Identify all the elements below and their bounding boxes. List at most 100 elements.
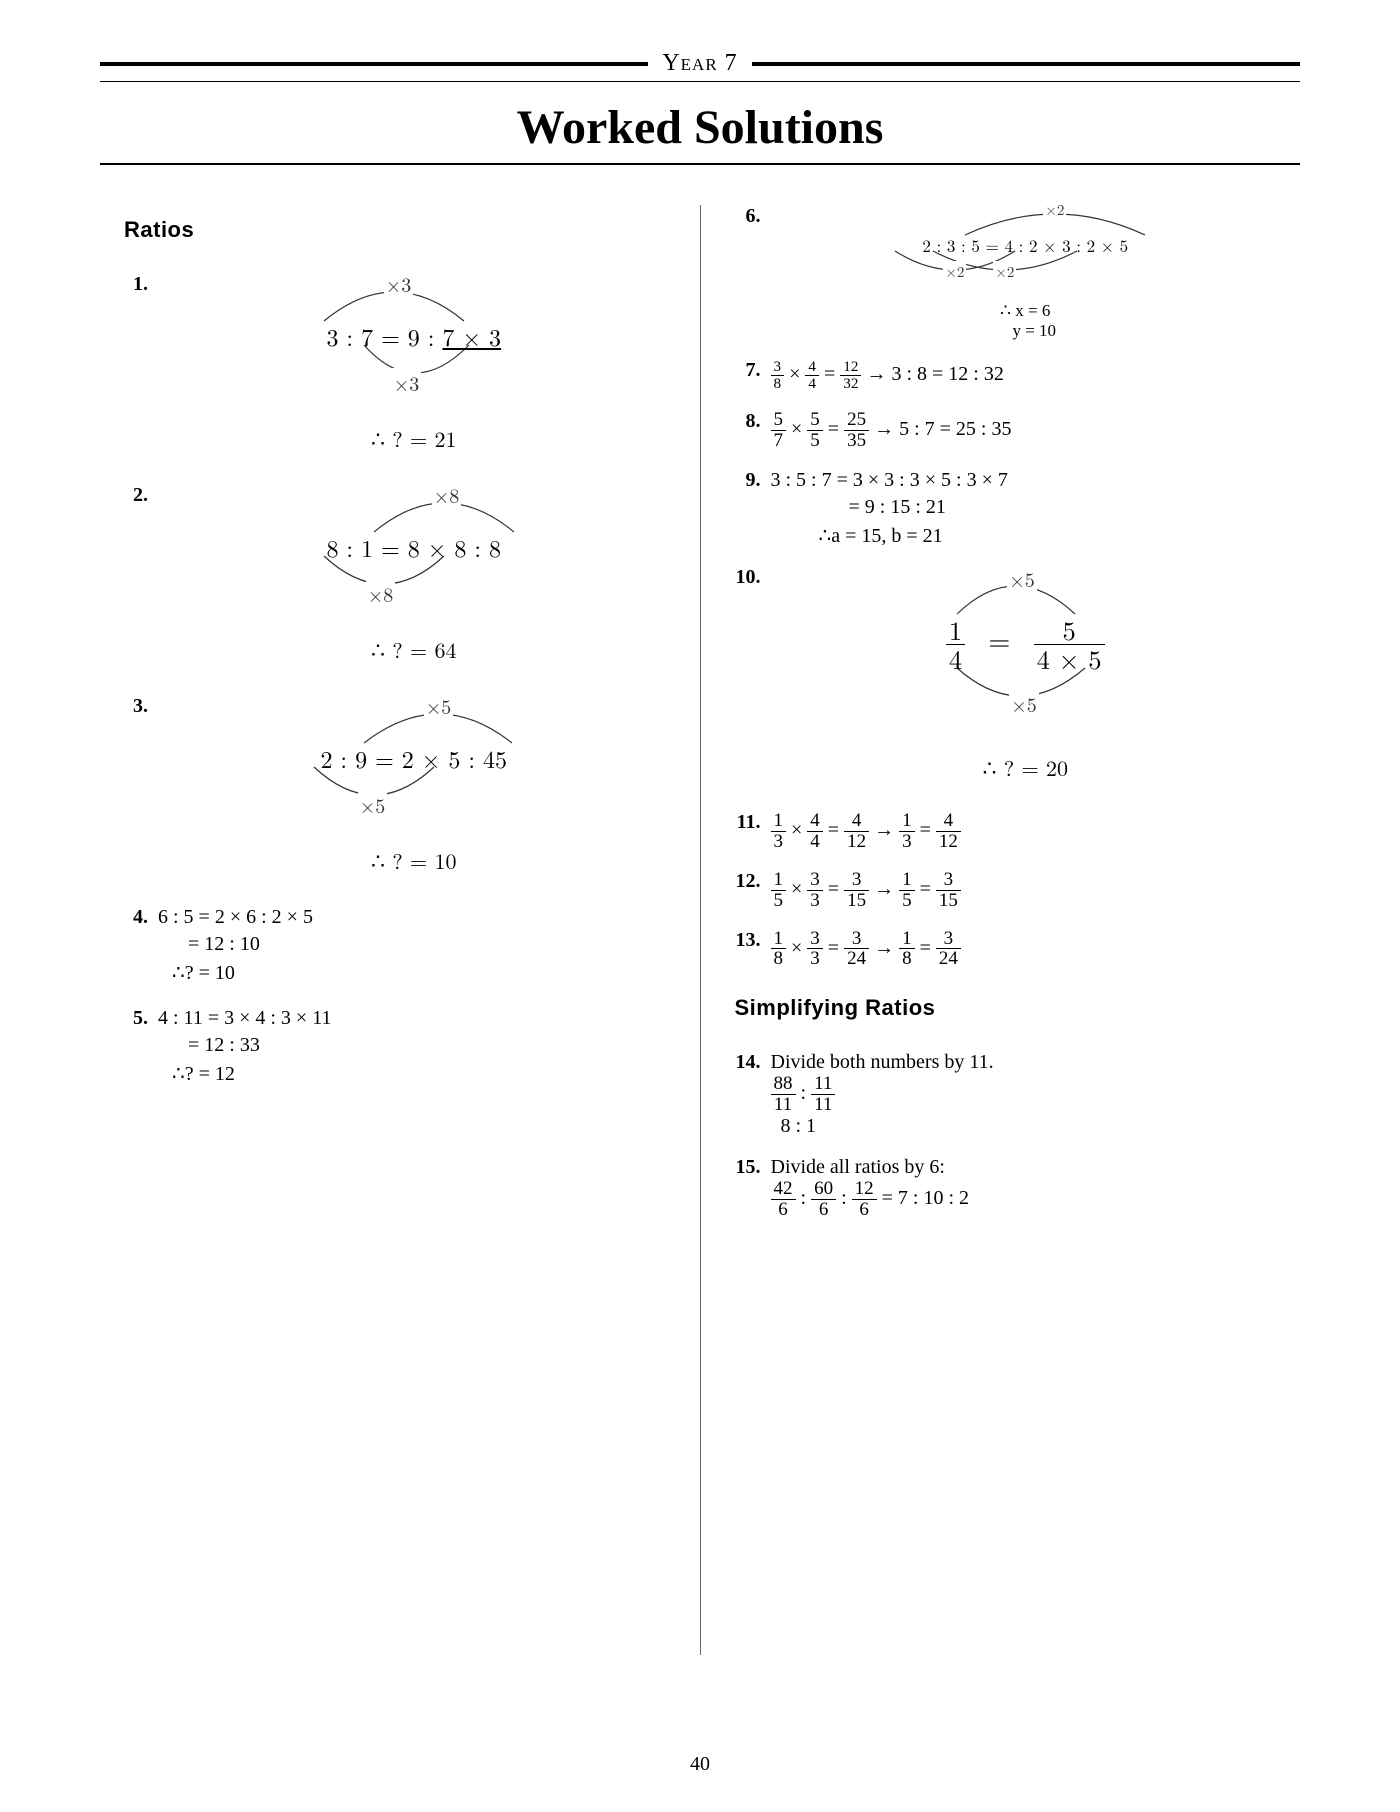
- diagram-10-botlabel: ×5: [1009, 689, 1039, 718]
- item-body-10: ×5 ×5 14 = 54 × 5 ∴ ? = 20: [771, 566, 1281, 783]
- q15-tail: = 7 : 10 : 2: [882, 1187, 969, 1209]
- q11-b2d: 12: [936, 832, 961, 852]
- item-2: 2. ×8 ×8 8 : 1 = 8 × 8 : 8 ∴ ? = 64: [120, 484, 670, 665]
- item-10: 10. ×5 ×5 14 = 54 × 5: [731, 566, 1281, 783]
- item-num-10: 10.: [731, 566, 761, 783]
- q10-rd: 4 × 5: [1034, 645, 1105, 673]
- diagram-6-botlabel-1: ×2: [943, 261, 966, 282]
- q11-b1n: 1: [899, 811, 915, 832]
- item-4: 4. 6 : 5 = 2 × 6 : 2 × 5 = 12 : 10 ∴? = …: [120, 906, 670, 985]
- diagram-2-toplabel: ×8: [432, 480, 462, 509]
- title-rule: [100, 163, 1300, 165]
- page-title: Worked Solutions: [100, 100, 1300, 155]
- q11-b1: 13: [899, 811, 915, 852]
- q12-a3d: 15: [844, 891, 869, 911]
- q11-a3d: 12: [844, 832, 869, 852]
- q13-a2n: 3: [807, 929, 823, 950]
- diagram-10-toplabel: ×5: [1007, 564, 1037, 593]
- q7-f2n: 4: [805, 359, 819, 376]
- q9-l1: 3 : 5 : 7 = 3 × 3 : 3 × 5 : 3 × 7: [771, 469, 1008, 491]
- q4-l2: = 12 : 10: [188, 933, 670, 956]
- q5-l2: = 12 : 33: [188, 1034, 670, 1057]
- item-body-7: 38 × 44 = 1232 → 3 : 8 = 12 : 32: [771, 359, 1281, 392]
- item-body-1: ×3 ×3 3 : 7 = 9 : 7 × 3 ∴ ? = 21: [158, 273, 670, 454]
- q6-r1: ∴ x = 6: [771, 301, 1281, 321]
- q12-a1n: 1: [771, 870, 787, 891]
- item-num-1: 1.: [120, 273, 148, 454]
- item-body-9: 3 : 5 : 7 = 3 × 3 : 3 × 5 : 3 × 7 = 9 : …: [771, 469, 1281, 548]
- q13-b2d: 24: [936, 949, 961, 969]
- diagram-2-botlabel: ×8: [366, 579, 396, 608]
- q12-b2d: 15: [936, 891, 961, 911]
- q8-f3n: 25: [844, 410, 869, 431]
- diagram-2-eq: 8 : 1 = 8 × 8 : 8: [284, 484, 544, 564]
- item-body-6: ×2 ×2 ×2 2 : 3 : 5 = 4 : 2 × 3 : 2 × 5 ∴…: [771, 205, 1281, 341]
- q14-f1d: 11: [771, 1095, 796, 1115]
- q12-a2n: 3: [807, 870, 823, 891]
- diagram-10: ×5 ×5 14 = 54 × 5: [915, 566, 1135, 716]
- q13-a3d: 24: [844, 949, 869, 969]
- q15-f3n: 12: [852, 1179, 877, 1200]
- col-left: Ratios 1. ×3 ×3 3 : 7 = 9 : 7 × 3: [100, 205, 690, 1705]
- item-7: 7. 38 × 44 = 1232 → 3 : 8 = 12 : 32: [731, 359, 1281, 392]
- rule-thin-top: [100, 81, 1300, 82]
- q11-a3: 412: [844, 811, 869, 852]
- section-ratios: Ratios: [124, 217, 670, 243]
- item-3: 3. ×5 ×5 2 : 9 = 2 × 5 : 45 ∴ ? = 10: [120, 695, 670, 876]
- item-num-11: 11.: [731, 811, 761, 852]
- q14-f1: 8811: [771, 1074, 796, 1115]
- q4-l3: ∴? = 10: [172, 960, 670, 985]
- q7-f3n: 12: [840, 359, 861, 376]
- q11-a1d: 3: [771, 832, 787, 852]
- q10-rhs: 54 × 5: [1034, 616, 1105, 673]
- q7-f2d: 4: [805, 376, 819, 392]
- item-num-4: 4.: [120, 906, 148, 985]
- item-5: 5. 4 : 11 = 3 × 4 : 3 × 11 = 12 : 33 ∴? …: [120, 1007, 670, 1086]
- q15-f3d: 6: [852, 1200, 877, 1220]
- section-simplifying: Simplifying Ratios: [735, 995, 1281, 1021]
- q2-therefore: ∴ ? = 64: [158, 634, 670, 665]
- q9-l2: = 9 : 15 : 21: [849, 496, 1281, 519]
- item-body-5: 4 : 11 = 3 × 4 : 3 × 11 = 12 : 33 ∴? = 1…: [158, 1007, 670, 1086]
- q7-f3d: 32: [840, 376, 861, 392]
- q15-f2: 606: [811, 1179, 836, 1220]
- q13-b1d: 8: [899, 949, 915, 969]
- q15-f3: 126: [852, 1179, 877, 1220]
- q13-b2n: 3: [936, 929, 961, 950]
- item-num-12: 12.: [731, 870, 761, 911]
- item-11: 11. 13 × 44 = 412 → 13 = 412: [731, 811, 1281, 852]
- item-num-13: 13.: [731, 929, 761, 970]
- q1-therefore: ∴ ? = 21: [158, 423, 670, 454]
- q7-f2: 44: [805, 359, 819, 392]
- col-right: 6. ×2 ×2 ×2 2 : 3 : 5 = 4 : 2 × 3 : 2 × …: [711, 205, 1301, 1705]
- diagram-1-eq-under: 7 × 3: [442, 319, 501, 353]
- item-num-6: 6.: [731, 205, 761, 341]
- q12-b1: 15: [899, 870, 915, 911]
- q12-a3n: 3: [844, 870, 869, 891]
- item-num-5: 5.: [120, 1007, 148, 1086]
- diagram-3-toplabel: ×5: [424, 691, 454, 720]
- item-num-2: 2.: [120, 484, 148, 665]
- q11-a1n: 1: [771, 811, 787, 832]
- q7-tail: → 3 : 8 = 12 : 32: [866, 363, 1003, 385]
- page-number: 40: [0, 1753, 1400, 1776]
- q15-f1: 426: [771, 1179, 796, 1220]
- q13-b2: 324: [936, 929, 961, 970]
- diagram-3: ×5 ×5 2 : 9 = 2 × 5 : 45: [284, 695, 544, 815]
- q8-f2n: 5: [807, 410, 823, 431]
- q13-a3n: 3: [844, 929, 869, 950]
- diagram-1-botlabel: ×3: [392, 368, 422, 397]
- rule-right: [752, 62, 1300, 66]
- q11-a1: 13: [771, 811, 787, 852]
- item-body-4: 6 : 5 = 2 × 6 : 2 × 5 = 12 : 10 ∴? = 10: [158, 906, 670, 985]
- q15-text: Divide all ratios by 6:: [771, 1156, 945, 1178]
- item-body-2: ×8 ×8 8 : 1 = 8 × 8 : 8 ∴ ? = 64: [158, 484, 670, 665]
- page: Year 7 Worked Solutions Ratios 1. ×3 ×3: [0, 0, 1400, 1812]
- q15-f1d: 6: [771, 1200, 796, 1220]
- diagram-1-toplabel: ×3: [384, 269, 414, 298]
- year-label: Year 7: [662, 50, 737, 77]
- q12-b1d: 5: [899, 891, 915, 911]
- q11-b2: 412: [936, 811, 961, 852]
- item-num-14: 14.: [731, 1051, 761, 1138]
- q15-f2n: 60: [811, 1179, 836, 1200]
